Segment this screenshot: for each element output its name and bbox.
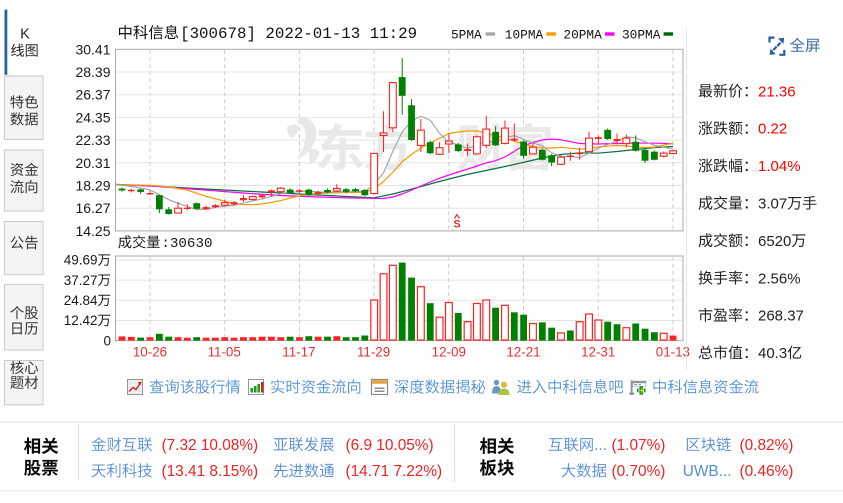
- svg-text:268.37: 268.37: [758, 308, 804, 325]
- svg-text:22.33: 22.33: [75, 132, 110, 148]
- svg-text:(7.32 10.08%): (7.32 10.08%): [162, 437, 259, 454]
- svg-text:(0.70%): (0.70%): [612, 463, 666, 480]
- svg-text:26.37: 26.37: [75, 87, 110, 103]
- svg-text:11-05: 11-05: [208, 345, 241, 360]
- svg-text:30PMA: 30PMA: [622, 27, 661, 42]
- svg-text:01-13: 01-13: [656, 345, 690, 360]
- svg-text:UWB: UWB: [683, 463, 719, 480]
- svg-text:30.41: 30.41: [75, 41, 110, 57]
- svg-text:12-09: 12-09: [432, 345, 466, 360]
- svg-text:(6.9 10.05%): (6.9 10.05%): [346, 437, 434, 454]
- svg-text:3.07: 3.07: [758, 196, 787, 213]
- svg-text:18.29: 18.29: [75, 178, 110, 194]
- svg-text:S: S: [453, 219, 460, 231]
- svg-text:(13.41 8.15%): (13.41 8.15%): [162, 463, 259, 480]
- svg-text::30630: :30630: [161, 236, 212, 252]
- svg-text:6520: 6520: [758, 233, 791, 250]
- svg-text:10-26: 10-26: [133, 345, 167, 360]
- svg-text:24.84: 24.84: [64, 293, 98, 308]
- svg-text:11-29: 11-29: [357, 345, 390, 360]
- svg-text:20.31: 20.31: [75, 155, 110, 171]
- svg-text:37.27: 37.27: [64, 273, 98, 288]
- svg-text:28.39: 28.39: [75, 64, 110, 80]
- svg-text:40.3: 40.3: [758, 345, 787, 362]
- svg-text:2.56%: 2.56%: [758, 270, 801, 287]
- svg-text:...: ...: [719, 463, 732, 480]
- svg-text:14.25: 14.25: [75, 223, 110, 239]
- svg-text:24.35: 24.35: [75, 109, 110, 125]
- svg-text:[300678] 2022-01-13 11:29: [300678] 2022-01-13 11:29: [180, 25, 417, 43]
- svg-text:12-31: 12-31: [581, 345, 615, 360]
- svg-text:20PMA: 20PMA: [563, 27, 602, 42]
- svg-text:16.27: 16.27: [75, 200, 110, 216]
- svg-text:11-17: 11-17: [282, 345, 315, 360]
- svg-text:12.42: 12.42: [64, 313, 98, 328]
- svg-text:(1.07%): (1.07%): [612, 437, 666, 454]
- svg-text:10PMA: 10PMA: [505, 27, 544, 42]
- svg-text:(0.46%): (0.46%): [740, 463, 794, 480]
- svg-text:21.36: 21.36: [758, 83, 796, 100]
- svg-text:(0.82%): (0.82%): [740, 437, 794, 454]
- svg-text:0.22: 0.22: [758, 121, 787, 138]
- svg-text:...: ...: [594, 437, 607, 454]
- svg-text:49.69: 49.69: [64, 253, 98, 268]
- svg-text:(14.71 7.22%): (14.71 7.22%): [346, 463, 443, 480]
- svg-text:0: 0: [103, 333, 111, 348]
- svg-text:5PMA: 5PMA: [451, 27, 482, 42]
- svg-text:1.04%: 1.04%: [758, 158, 801, 175]
- svg-text:K: K: [20, 27, 30, 43]
- svg-text:12-21: 12-21: [506, 345, 540, 360]
